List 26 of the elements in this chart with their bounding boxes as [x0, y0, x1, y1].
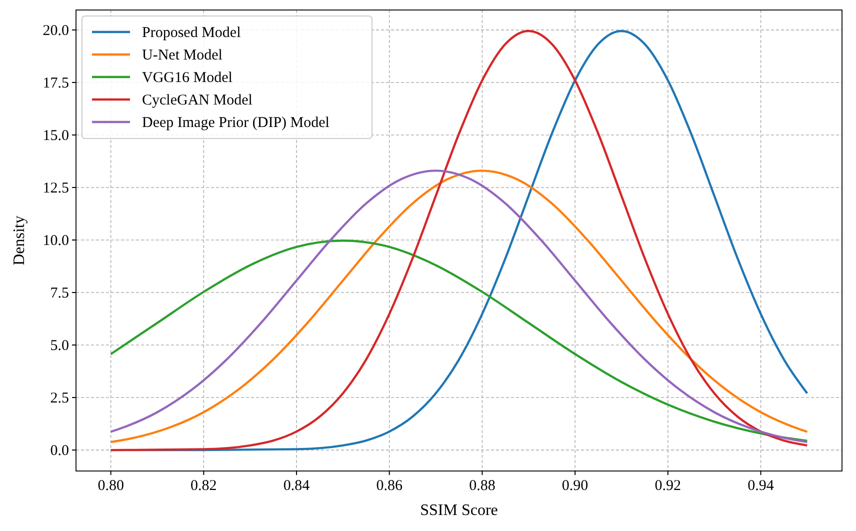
x-axis-title: SSIM Score: [420, 502, 498, 519]
y-tick-label: 5.0: [50, 338, 69, 354]
y-tick-label: 10.0: [42, 232, 69, 249]
x-tick-label: 0.90: [562, 478, 588, 494]
legend-label: VGG16 Model: [142, 70, 232, 86]
legend-label: U-Net Model: [142, 48, 222, 64]
line-series: [110, 240, 808, 442]
x-tick-label: 0.84: [283, 478, 310, 494]
x-tick-label: 0.86: [376, 478, 403, 494]
y-tick-label: 0.0: [50, 443, 69, 460]
x-tick-label: 0.92: [654, 478, 682, 494]
y-tick-label: 7.5: [50, 286, 69, 302]
x-tick-label: 0.80: [98, 478, 124, 494]
x-tick-label: 0.88: [469, 478, 496, 494]
legend-label: Proposed Model: [142, 25, 241, 41]
legend-label: Deep Image Prior (DIP) Model: [142, 115, 330, 131]
y-tick-label: 20.0: [42, 22, 69, 39]
y-axis-title: Density: [11, 216, 28, 266]
y-tick-label: 12.5: [42, 180, 69, 196]
y-tick-label: 15.0: [42, 128, 69, 144]
y-tick-label: 2.5: [50, 390, 69, 407]
y-tick-label: 17.5: [42, 75, 69, 92]
x-tick-label: 0.82: [190, 478, 217, 494]
legend-label: CycleGAN Model: [142, 92, 252, 108]
x-tick-label: 0.94: [748, 478, 774, 494]
line-series: [110, 170, 808, 444]
